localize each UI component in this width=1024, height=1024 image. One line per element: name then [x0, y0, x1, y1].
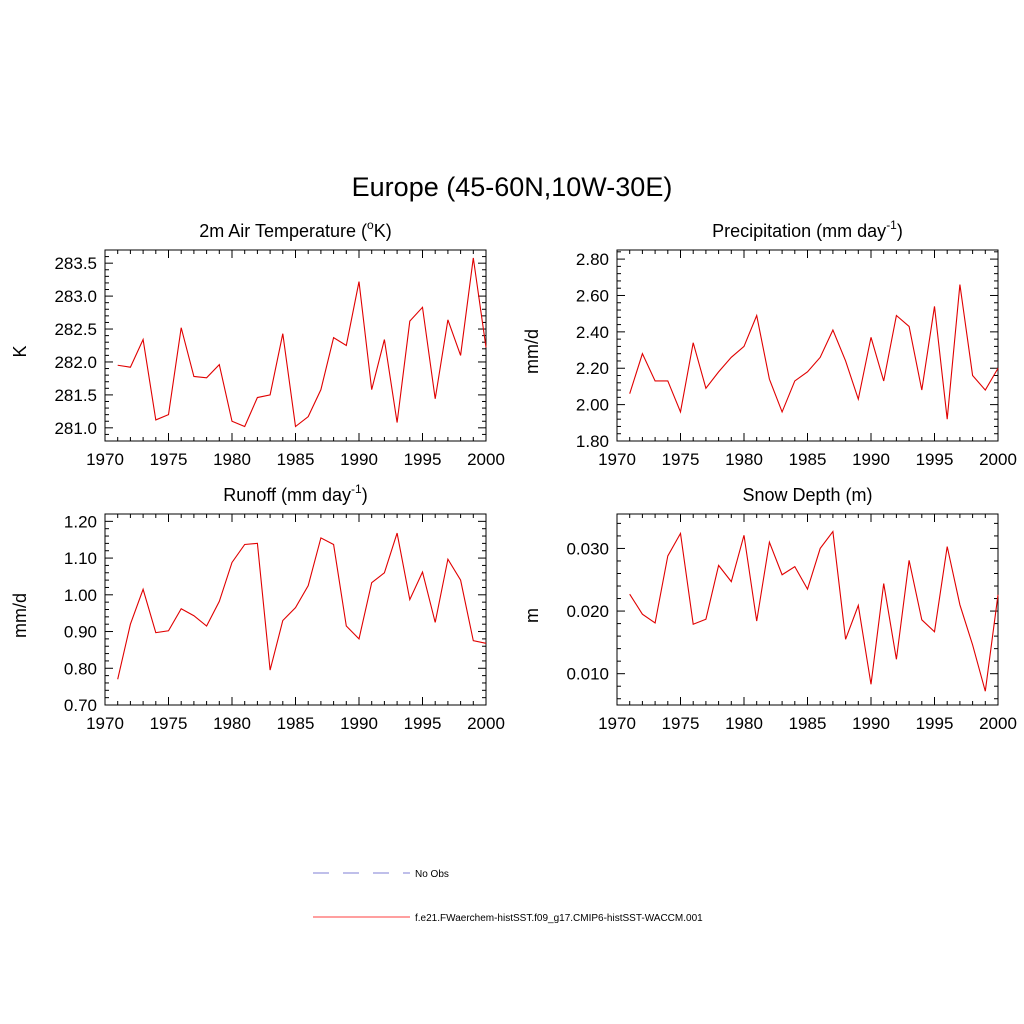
- runoff-y-axis-label: mm/d: [10, 593, 30, 638]
- temperature-panel-title: 2m Air Temperature (oK): [199, 218, 391, 241]
- runoff-x-tick-label: 1995: [404, 714, 442, 733]
- temperature-x-tick-label: 1990: [340, 450, 378, 469]
- temperature-y-axis-label: K: [10, 345, 30, 357]
- temperature-y-tick-label: 283.5: [54, 254, 97, 273]
- temperature-y-tick-label: 282.0: [54, 353, 97, 372]
- temperature-y-tick-label: 282.5: [54, 320, 97, 339]
- precipitation-x-tick-label: 1985: [789, 450, 827, 469]
- snow-depth-series-line: [629, 530, 999, 692]
- temperature-y-tick-label: 281.0: [54, 419, 97, 438]
- temperature-x-tick-label: 1980: [213, 450, 251, 469]
- snow-depth-y-tick-label: 0.030: [566, 539, 609, 558]
- legend-label-model: f.e21.FWaerchem-histSST.f09_g17.CMIP6-hi…: [415, 913, 703, 924]
- runoff-y-tick-label: 1.10: [64, 549, 97, 568]
- precipitation-y-axis-label: mm/d: [522, 329, 542, 374]
- snow-depth-y-tick-label: 0.010: [566, 665, 609, 684]
- snow-depth-x-tick-label: 1995: [916, 714, 954, 733]
- precipitation-y-tick-label: 2.60: [576, 286, 609, 305]
- runoff-x-tick-label: 1985: [277, 714, 315, 733]
- panel-temperature: 1970 1975 1980 1985 1990 1995 2000 281.0 281.5 28…: [10, 218, 505, 469]
- precipitation-y-tick-label: 2.40: [576, 323, 609, 342]
- snow-depth-y-tick-label: 0.020: [566, 602, 609, 621]
- snow-depth-panel-title: Snow Depth (m): [742, 485, 872, 505]
- runoff-y-tick-label: 0.90: [64, 623, 97, 642]
- runoff-plot-frame: [104, 513, 487, 706]
- runoff-x-tick-label: 1990: [340, 714, 378, 733]
- panel-precipitation: 1970 1975 1980 1985 1990 1995 2000 1.80 2.00 2.20…: [522, 218, 1017, 469]
- precipitation-plot-frame: [616, 249, 999, 442]
- snow-depth-x-tick-label: 1975: [662, 714, 700, 733]
- snow-depth-x-tick-label: 1990: [852, 714, 890, 733]
- precipitation-y-tick-label: 2.20: [576, 359, 609, 378]
- temperature-y-tick-label: 281.5: [54, 386, 97, 405]
- runoff-y-tick-label: 0.80: [64, 659, 97, 678]
- temperature-x-tick-label: 1975: [150, 450, 188, 469]
- precipitation-x-tick-label: 1980: [725, 450, 763, 469]
- runoff-x-tick-label: 1980: [213, 714, 251, 733]
- snow-depth-x-tick-label: 1970: [598, 714, 636, 733]
- snow-depth-x-tick-label: 2000: [979, 714, 1017, 733]
- snow-depth-plot-frame: [616, 513, 999, 706]
- precipitation-series-line: [629, 284, 999, 420]
- runoff-series-line: [117, 532, 487, 680]
- panel-snow-depth: 1970 1975 1980 1985 1990 1995 2000 0.010 0.020 0.…: [522, 485, 1017, 733]
- precipitation-x-tick-label: 1975: [662, 450, 700, 469]
- temperature-y-tick-label: 283.0: [54, 287, 97, 306]
- precipitation-y-tick-label: 2.00: [576, 396, 609, 415]
- temperature-plot-frame: [104, 249, 487, 442]
- precipitation-x-tick-label: 1995: [916, 450, 954, 469]
- runoff-panel-title: Runoff (mm day-1): [223, 482, 367, 505]
- panel-runoff: 1970 1975 1980 1985 1990 1995 2000 0.70 0.80 0.90…: [10, 482, 505, 733]
- figure-title: Europe (45-60N,10W-30E): [352, 172, 673, 202]
- precipitation-y-tick-label: 1.80: [576, 432, 609, 451]
- runoff-y-tick-label: 0.70: [64, 696, 97, 715]
- runoff-x-tick-label: 1975: [150, 714, 188, 733]
- precipitation-x-tick-label: 1990: [852, 450, 890, 469]
- snow-depth-x-tick-label: 1985: [789, 714, 827, 733]
- precipitation-x-tick-label: 2000: [979, 450, 1017, 469]
- runoff-x-tick-label: 1970: [86, 714, 124, 733]
- temperature-series-line: [117, 257, 487, 428]
- legend: No Obs f.e21.FWaerchem-histSST.f09_g17.C…: [313, 869, 703, 924]
- snow-depth-y-axis-label: m: [522, 608, 542, 623]
- snow-depth-x-tick-label: 1980: [725, 714, 763, 733]
- runoff-x-tick-label: 2000: [467, 714, 505, 733]
- panels-group: 1970 1975 1980 1985 1990 1995 2000 281.0 281.5 28…: [10, 218, 1017, 733]
- temperature-x-tick-label: 1985: [277, 450, 315, 469]
- precipitation-x-tick-label: 1970: [598, 450, 636, 469]
- legend-label-no-obs: No Obs: [415, 869, 449, 880]
- precipitation-panel-title: Precipitation (mm day-1): [712, 218, 903, 241]
- temperature-x-tick-label: 1995: [404, 450, 442, 469]
- runoff-y-tick-label: 1.00: [64, 586, 97, 605]
- precipitation-y-tick-label: 2.80: [576, 250, 609, 269]
- runoff-y-tick-label: 1.20: [64, 512, 97, 531]
- temperature-x-tick-label: 2000: [467, 450, 505, 469]
- temperature-x-tick-label: 1970: [86, 450, 124, 469]
